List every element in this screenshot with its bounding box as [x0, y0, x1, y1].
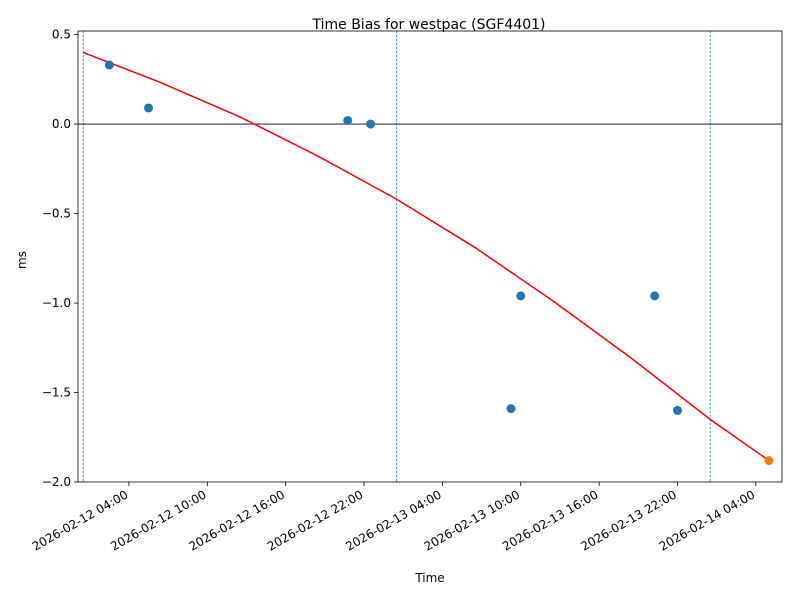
x-axis-label: Time [414, 571, 444, 585]
data-point [366, 119, 376, 129]
data-point [144, 103, 154, 113]
fit-curve [82, 51, 770, 462]
data-point [104, 60, 114, 70]
y-tick-label: 0.0 [52, 117, 71, 131]
data-point [343, 115, 353, 125]
y-tick-label: −1.5 [42, 386, 71, 400]
y-axis-label: ms [15, 251, 29, 269]
y-tick-label: −2.0 [42, 475, 71, 489]
data-point [673, 405, 683, 415]
data-point [650, 291, 660, 301]
y-tick-label: −0.5 [42, 207, 71, 221]
y-tick-label: −1.0 [42, 296, 71, 310]
data-point [506, 404, 516, 414]
latest-data-point [764, 456, 774, 466]
data-point [516, 291, 526, 301]
y-tick-label: 0.5 [52, 28, 71, 42]
chart-title: Time Bias for westpac (SGF4401) [311, 17, 545, 33]
plot-frame [77, 30, 783, 483]
